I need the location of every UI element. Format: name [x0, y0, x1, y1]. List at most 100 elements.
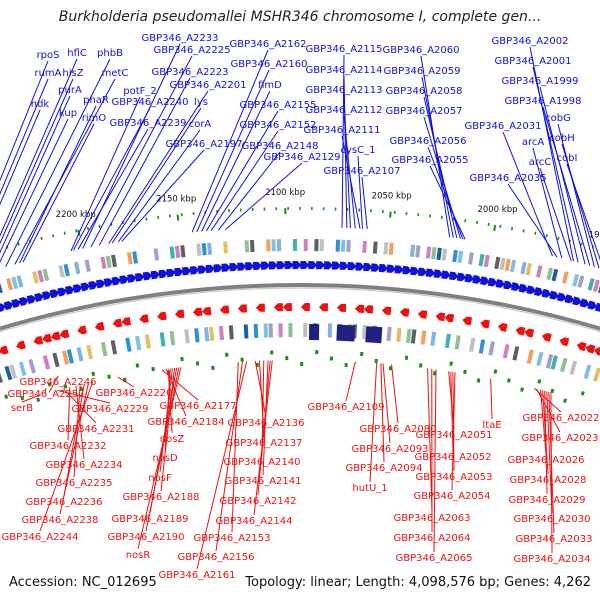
feature-block: [303, 323, 308, 338]
forward-gene-arrow: [11, 299, 22, 309]
forward-gene-arrow: [594, 302, 600, 312]
feature-block: [144, 334, 151, 349]
reverse-gene-label-leader: [63, 383, 85, 497]
reverse-gene-label: GBP346_A2229: [71, 404, 148, 415]
forward-gene-arrow: [142, 271, 153, 281]
feature-block: [0, 368, 3, 384]
forward-gene-arrow: [221, 263, 231, 272]
feature-block: [550, 355, 558, 370]
forward-gene-arrow: [41, 291, 52, 301]
forward-gene-label: GBP346_A2155: [239, 100, 316, 111]
feature-block: [288, 323, 293, 338]
feature-block: [84, 259, 91, 273]
reverse-gene-arrow: [121, 317, 132, 326]
forward-gene-arrow: [181, 266, 192, 276]
feature-block: [0, 280, 3, 294]
minor-tick: [98, 224, 101, 229]
feature-block: [362, 324, 367, 340]
map-title: Burkholderia pseudomallei MSHR346 chromo…: [58, 9, 542, 25]
forward-gene-arrow: [150, 270, 161, 280]
forward-gene-label-leader: [77, 128, 149, 250]
forward-gene-arrow: [386, 264, 396, 273]
reverse-gene-arrow: [480, 319, 490, 329]
reverse-gene-arrow: [175, 309, 185, 319]
forward-gene-arrow: [49, 289, 60, 299]
feature-block: [253, 323, 259, 339]
minor-tick: [557, 236, 560, 241]
minor-tick: [75, 229, 78, 233]
feature-block: [478, 339, 486, 354]
feature-block: [449, 361, 453, 366]
scale-tick-label: 2150 kbp: [156, 195, 196, 205]
forward-gene-arrow: [587, 300, 598, 310]
forward-gene-arrow: [268, 261, 278, 270]
forward-gene-label: hisZ: [62, 68, 83, 79]
feature-block: [52, 352, 60, 368]
reverse-gene-label: GBP346_A2257: [7, 389, 84, 400]
reverse-gene-label-leader: [253, 360, 273, 516]
feature-block: [195, 361, 200, 366]
reverse-gene-label: GBP346_A2190: [107, 532, 184, 543]
feature-block: [9, 364, 18, 379]
forward-gene-arrow: [189, 266, 200, 275]
feature-block: [201, 243, 207, 256]
minor-tick: [499, 224, 502, 229]
forward-gene-label-leader: [111, 107, 202, 244]
feature-block: [488, 341, 495, 356]
reverse-gene-label-leader: [48, 375, 59, 393]
feature-block: [509, 259, 517, 273]
forward-gene-arrow: [284, 261, 294, 270]
reverse-gene-label: GBP346_A2136: [227, 418, 304, 429]
feature-block: [42, 268, 50, 282]
reverse-gene-arrow: [94, 321, 105, 331]
forward-gene-arrow: [72, 284, 83, 294]
reverse-gene-arrow: [576, 342, 587, 352]
forward-gene-label-leader: [361, 176, 368, 230]
feature-block: [174, 245, 181, 259]
forward-gene-label-leader: [507, 183, 558, 258]
forward-gene-label: GBP346_A1998: [504, 96, 581, 107]
feature-block: [499, 257, 506, 271]
reverse-gene-arrow: [363, 305, 374, 314]
feature-block: [335, 239, 341, 252]
reverse-gene-label: GBP346_A2094: [345, 463, 422, 474]
reverse-gene-arrow: [139, 314, 149, 323]
feature-block: [441, 248, 448, 261]
forward-gene-label-leader: [72, 107, 151, 251]
feature-block: [545, 354, 554, 369]
forward-gene-arrow: [252, 261, 263, 271]
forward-gene-label: cobH: [549, 133, 574, 144]
reverse-gene-arrow: [300, 303, 310, 312]
reverse-gene-label: GBP346_A2053: [415, 472, 492, 483]
feature-block: [314, 239, 319, 252]
feature-block: [583, 364, 592, 380]
reverse-gene-label-leader: [536, 388, 561, 433]
forward-gene-label-leader: [201, 90, 271, 232]
forward-gene-label: cobG: [545, 113, 571, 124]
feature-block: [100, 256, 107, 270]
feature-block: [560, 357, 568, 373]
forward-gene-arrow: [237, 262, 247, 271]
feature-block: [223, 241, 228, 254]
reverse-gene-label: GBP346_A2023: [521, 433, 598, 444]
reverse-gene-label-leader: [254, 360, 267, 418]
scale-tick-label: 2050 kbp: [372, 192, 412, 202]
backbone-highlight: [0, 287, 600, 333]
reverse-gene-arrow: [77, 325, 87, 335]
feature-block: [537, 379, 542, 384]
forward-gene-label-leader: [427, 146, 464, 240]
feature-block: [386, 326, 392, 342]
forward-gene-arrow: [205, 264, 215, 274]
forward-gene-label: GBP346_A2152: [239, 120, 316, 131]
feature-block: [418, 363, 423, 368]
reverse-gene-label-leader: [73, 384, 81, 478]
forward-gene-label: GBP346_A2031: [464, 121, 541, 132]
reverse-gene-label: GBP346_A2236: [25, 497, 102, 508]
forward-gene-label: metC: [102, 68, 129, 79]
reverse-gene-label-leader: [161, 369, 199, 401]
reverse-gene-label-leader: [117, 376, 135, 388]
forward-gene-arrow: [480, 276, 490, 286]
reverse-gene-label: serB: [11, 403, 33, 414]
